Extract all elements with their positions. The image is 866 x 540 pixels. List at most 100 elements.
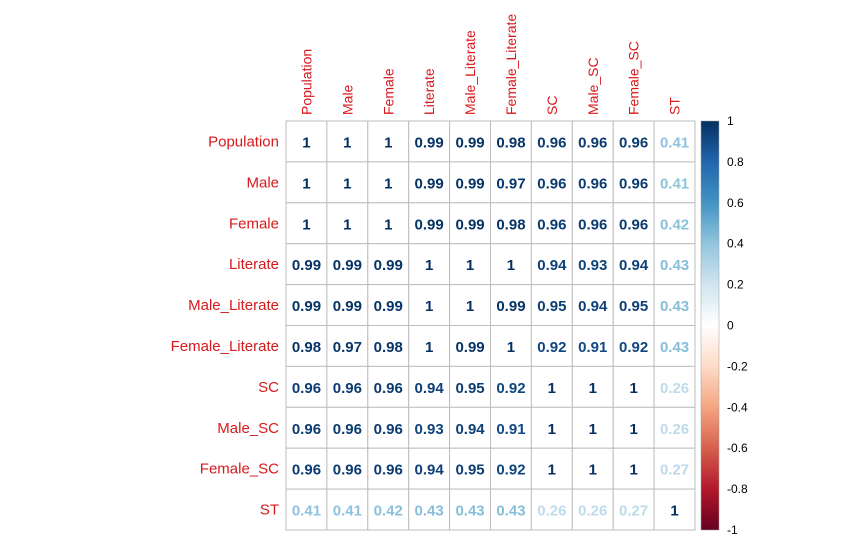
cell-value-label: 0.42 (374, 503, 403, 520)
matrix-cell (653, 120, 696, 163)
cell-value-label: 0.95 (455, 380, 484, 397)
matrix-cell (571, 406, 614, 449)
matrix-cell (408, 325, 451, 367)
cell-value-label: 0.96 (333, 421, 362, 438)
cell-value-label: 0.98 (292, 339, 321, 356)
matrix-cell (571, 202, 614, 245)
cell-value-label: 1 (629, 462, 637, 479)
cell-value-label: 0.99 (455, 339, 484, 356)
column-label: ST (667, 97, 683, 115)
colorbar-tick-label: -0.6 (727, 441, 748, 455)
matrix-cell (285, 120, 328, 163)
cell-value-label: 0.93 (578, 257, 607, 274)
cell-value-label: 0.96 (619, 134, 648, 151)
column-label: Male_SC (585, 57, 601, 115)
cell-value-label: 0.43 (496, 503, 525, 520)
matrix-cell (653, 202, 696, 245)
cell-value-label: 0.98 (374, 339, 403, 356)
matrix-cell (490, 161, 532, 204)
matrix-cell (612, 406, 655, 449)
cell-value-label: 1 (629, 421, 637, 438)
matrix-cell (367, 488, 410, 531)
cell-value-label: 1 (589, 421, 597, 438)
cell-value-label: 0.99 (496, 298, 525, 315)
matrix-cell (490, 406, 532, 449)
column-label: Literate (421, 68, 437, 115)
cell-value-label: 0.99 (455, 216, 484, 233)
matrix-cell (612, 325, 655, 367)
cell-value-label: 1 (670, 503, 678, 520)
colorbar-tick-label: 0.4 (727, 237, 744, 251)
cell-value-label: 1 (589, 380, 597, 397)
column-label: Male_Literate (462, 30, 478, 115)
cell-value-label: 0.43 (455, 503, 484, 520)
cell-value-label: 0.42 (660, 216, 689, 233)
cell-value-label: 0.94 (619, 257, 649, 274)
cell-value-label: 1 (302, 175, 310, 192)
cell-value-label: 1 (507, 257, 515, 274)
matrix-cell (490, 365, 532, 408)
cell-value-label: 0.99 (455, 175, 484, 192)
cell-value-label: 0.98 (496, 216, 525, 233)
matrix-cell (612, 284, 655, 327)
column-label: Male (339, 84, 355, 115)
cell-value-label: 0.99 (415, 175, 444, 192)
row-label: Female (229, 215, 279, 232)
cell-value-label: 0.91 (496, 421, 525, 438)
cell-value-label: 0.99 (374, 298, 403, 315)
matrix-cell (571, 488, 614, 531)
colorbar-tick-label: 0.6 (727, 196, 744, 210)
matrix-cell (490, 325, 532, 367)
cell-value-label: 0.96 (578, 216, 607, 233)
matrix-cell (530, 488, 573, 531)
matrix-cell (367, 202, 410, 245)
cell-value-label: 0.96 (292, 421, 321, 438)
cell-value-label: 1 (302, 216, 310, 233)
cell-value-label: 0.96 (333, 380, 362, 397)
cell-value-label: 0.41 (333, 503, 362, 520)
cell-value-label: 0.41 (292, 503, 321, 520)
row-label: Male_Literate (188, 297, 279, 314)
colorbar-tick-label: -0.2 (727, 359, 748, 373)
cell-value-label: 0.43 (660, 298, 689, 315)
matrix-cell (285, 202, 328, 245)
cell-value-label: 0.96 (578, 134, 607, 151)
cell-value-label: 1 (343, 175, 351, 192)
cell-value-label: 1 (425, 257, 433, 274)
matrix-cell (490, 243, 532, 286)
cell-value-label: 0.99 (415, 134, 444, 151)
matrix-cell (612, 365, 655, 408)
cell-value-label: 1 (466, 298, 474, 315)
cell-value-label: 0.96 (619, 216, 648, 233)
cell-value-label: 0.99 (415, 216, 444, 233)
matrix-cell (530, 243, 573, 286)
cell-value-label: 1 (589, 462, 597, 479)
cell-value-label: 1 (548, 462, 556, 479)
row-label: Male (246, 174, 279, 191)
cell-value-label: 0.43 (415, 503, 444, 520)
cell-value-label: 0.95 (537, 298, 566, 315)
matrix-cell (530, 406, 573, 449)
cell-value-label: 0.99 (455, 134, 484, 151)
row-labels: Population Male Female Literate Male_Literat… (171, 133, 280, 518)
cell-value-label: 1 (548, 421, 556, 438)
cell-value-label: 0.96 (374, 421, 403, 438)
row-label: Population (208, 133, 279, 150)
matrix-cell (408, 447, 451, 490)
matrix-cell (367, 406, 410, 449)
cell-value-label: 0.43 (660, 257, 689, 274)
cell-value-label: 0.91 (578, 339, 607, 356)
cell-value-label: 1 (425, 298, 433, 315)
matrix-cell (285, 447, 328, 490)
cell-value-label: 1 (507, 339, 515, 356)
cell-value-label: 0.99 (292, 257, 321, 274)
matrix-cells: 1 1 1 0.99 0.99 0.98 0.96 0.96 0.96 0.41 1 1 1 0.99 0.… (285, 120, 696, 531)
cell-value-label: 0.95 (619, 298, 648, 315)
cell-value-label: 0.94 (537, 257, 567, 274)
cell-value-label: 0.26 (660, 421, 689, 438)
matrix-cell (408, 406, 451, 449)
matrix-cell (449, 447, 492, 490)
matrix-cell (571, 284, 614, 327)
matrix-cell (285, 488, 328, 531)
